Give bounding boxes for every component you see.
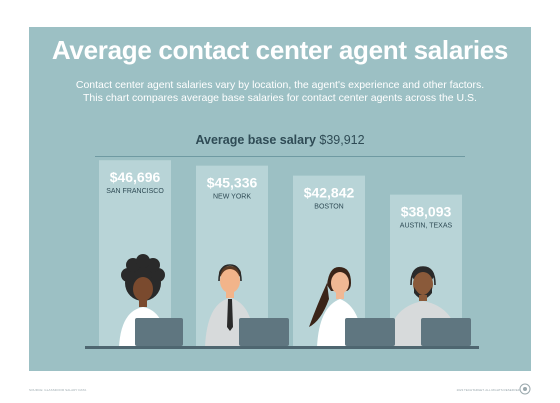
bar-category-label: SAN FRANCISCO <box>106 188 164 195</box>
bar-value-label: $38,093 <box>401 204 452 220</box>
people-illustration <box>85 254 479 349</box>
bar-chart: $46,696 SAN FRANCISCO $45,336 NEW YORK $42,8… <box>85 160 479 349</box>
techtarget-logo <box>519 383 531 395</box>
desk-line <box>85 346 479 349</box>
bar-value-label: $42,842 <box>304 185 355 201</box>
chart-panel: Average contact center agent salaries Co… <box>29 27 531 371</box>
bar-category-label: NEW YORK <box>213 194 251 201</box>
copyright-note: 2023 TECHTARGET. ALL RIGHTS RESERVED <box>456 388 520 392</box>
bar-category-label: BOSTON <box>314 204 343 211</box>
subtitle-line-1: Contact center agent salaries vary by lo… <box>75 79 485 91</box>
average-salary-text: Average base salary <box>195 133 316 147</box>
average-salary-label: Average base salary $39,912 <box>29 133 531 147</box>
agent-illustration <box>205 264 255 347</box>
bar-category-label: AUSTIN, TEXAS <box>400 223 453 230</box>
source-note: SOURCE: GLASSDOOR SALARY DATA <box>29 388 87 392</box>
average-reference-line <box>95 156 465 157</box>
chart-title: Average contact center agent salaries <box>51 35 509 65</box>
bar-value-label: $46,696 <box>110 169 161 185</box>
average-salary-value: $39,912 <box>319 133 365 147</box>
laptop-icon <box>135 318 471 346</box>
chart-subtitle: Contact center agent salaries vary by lo… <box>47 79 513 105</box>
subtitle-line-2: This chart compares average base salarie… <box>83 92 477 104</box>
bar-value-label: $45,336 <box>207 175 258 191</box>
